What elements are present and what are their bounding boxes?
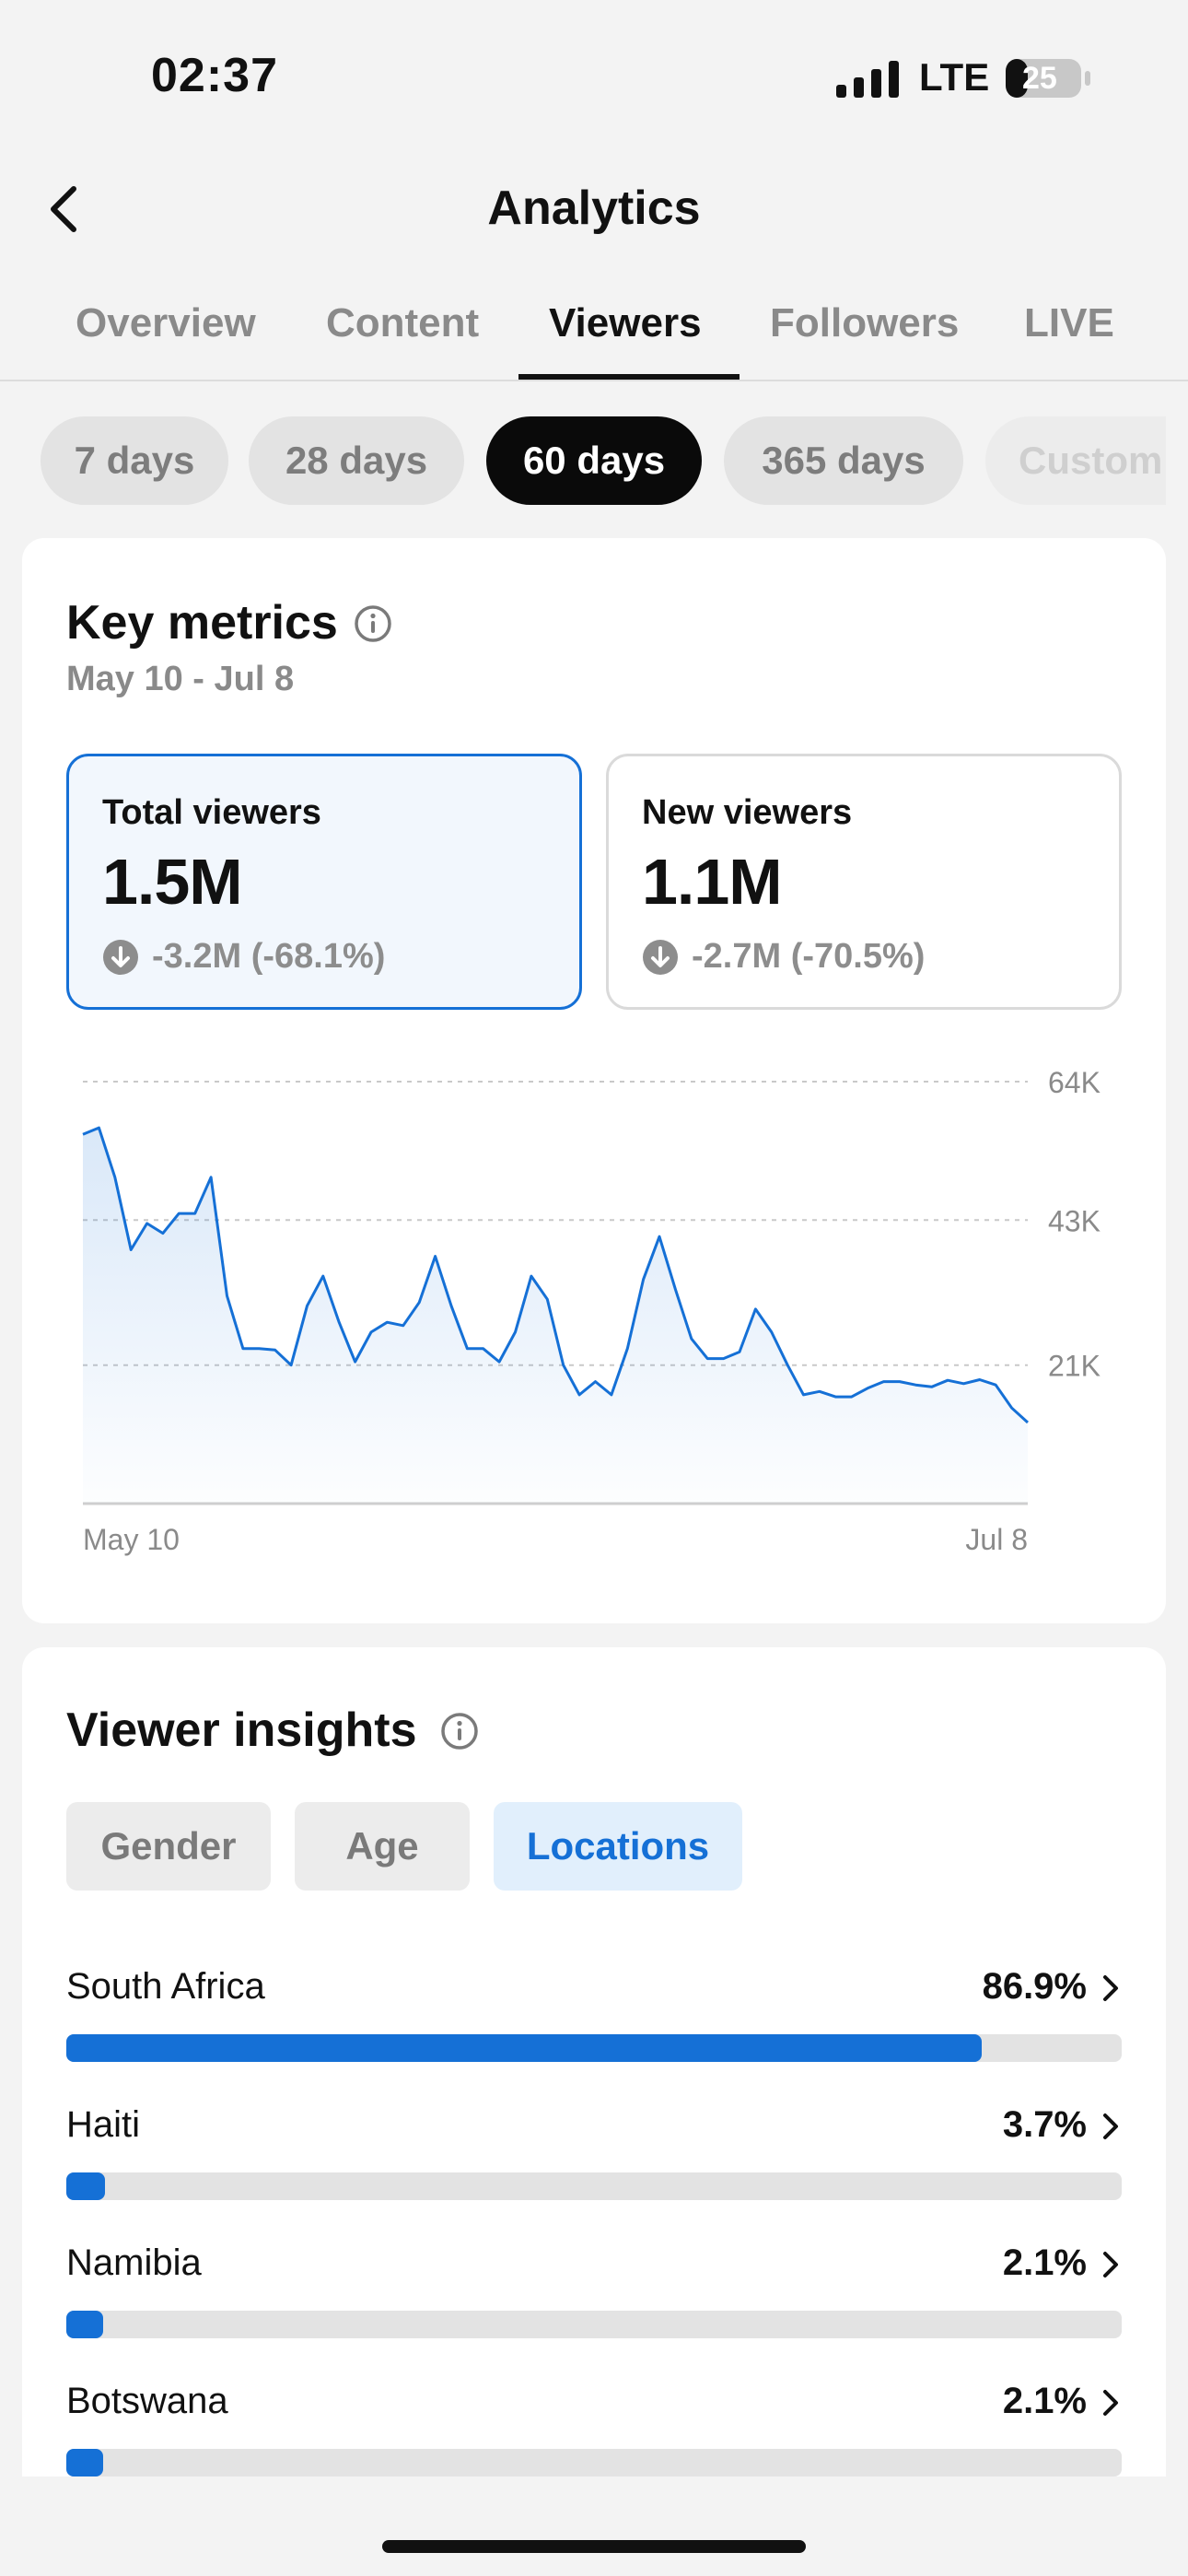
location-bar-fill (66, 2311, 103, 2338)
period-custom[interactable]: Custom (985, 416, 1166, 505)
y-tick-label: 21K (1048, 1350, 1101, 1383)
location-row[interactable]: Namibia 2.1% (66, 2242, 1122, 2362)
metric-value: 1.1M (642, 846, 783, 918)
y-tick-label: 64K (1048, 1066, 1101, 1099)
metric-change: -2.7M (-70.5%) (642, 937, 925, 977)
location-name: South Africa (66, 1966, 265, 2007)
location-bar-track (66, 2449, 1122, 2476)
battery-level: 25 (1022, 61, 1057, 96)
metric-change-text: -2.7M (-70.5%) (692, 937, 926, 976)
metric-value: 1.5M (102, 846, 243, 918)
arrow-down-circle-icon (643, 939, 678, 975)
page-title: Analytics (487, 181, 701, 235)
info-icon[interactable] (354, 604, 392, 643)
x-tick-label: May 10 (83, 1523, 180, 1556)
y-tick-label: 43K (1048, 1204, 1101, 1237)
key-metrics-card: Key metrics May 10 - Jul 8 Total viewers… (22, 538, 1166, 1623)
chart-area-fill (83, 1128, 1028, 1504)
battery-icon: 25 (1004, 57, 1092, 100)
location-row[interactable]: Botswana 2.1% (66, 2381, 1122, 2500)
metric-change-text: -3.2M (-68.1%) (152, 937, 386, 976)
total-viewers-card[interactable]: Total viewers 1.5M -3.2M (-68.1%) (66, 754, 582, 1010)
network-type: LTE (919, 55, 990, 99)
location-percent: 2.1% (1002, 2381, 1087, 2421)
chevron-right-icon (1103, 2113, 1118, 2139)
tab-content[interactable]: Content (326, 300, 480, 345)
location-row[interactable]: South Africa 86.9% (66, 1966, 1122, 2086)
location-bar-track (66, 2034, 1122, 2062)
new-viewers-card[interactable]: New viewers 1.1M -2.7M (-70.5%) (606, 754, 1122, 1010)
location-percent: 3.7% (1002, 2104, 1087, 2145)
location-bar-fill (66, 2034, 982, 2062)
metric-change: -3.2M (-68.1%) (102, 937, 385, 977)
location-name: Haiti (66, 2104, 141, 2145)
insight-tab-gender[interactable]: Gender (66, 1802, 271, 1891)
tab-live[interactable]: LIVE (1024, 300, 1114, 345)
x-tick-label: Jul 8 (965, 1523, 1028, 1556)
chevron-right-icon (1103, 2252, 1118, 2277)
viewer-insights-card: Viewer insights Gender Age Locations Sou… (22, 1647, 1166, 2476)
period-60-days[interactable]: 60 days (486, 416, 702, 505)
tab-indicator (518, 374, 740, 380)
location-bar-track (66, 2172, 1122, 2200)
tab-viewers[interactable]: Viewers (549, 300, 702, 345)
location-bar-fill (66, 2172, 106, 2200)
insight-tab-age[interactable]: Age (295, 1802, 470, 1891)
metric-label: Total viewers (102, 793, 321, 832)
insight-tab-locations[interactable]: Locations (494, 1802, 742, 1891)
location-name: Botswana (66, 2381, 228, 2421)
period-365-days[interactable]: 365 days (724, 416, 963, 505)
chevron-left-icon (51, 186, 76, 232)
signal-icon (836, 61, 899, 98)
chevron-right-icon (1103, 2390, 1118, 2416)
viewers-chart: 21K 43K 64K May 10 Jul 8 (82, 1066, 1101, 1556)
home-indicator (382, 2540, 806, 2553)
chevron-right-icon (1103, 1975, 1118, 2001)
viewer-insights-title: Viewer insights (66, 1704, 417, 1757)
location-percent: 2.1% (1002, 2242, 1087, 2283)
status-time: 02:37 (151, 49, 278, 102)
tab-overview[interactable]: Overview (76, 300, 256, 345)
back-button[interactable] (37, 180, 96, 239)
tab-followers[interactable]: Followers (770, 300, 960, 345)
arrow-down-circle-icon (103, 939, 138, 975)
location-percent: 86.9% (982, 1966, 1087, 2007)
period-7-days[interactable]: 7 days (41, 416, 228, 505)
analytics-tabs: Overview Content Viewers Followers LIVE (0, 297, 1188, 381)
info-icon[interactable] (440, 1712, 479, 1751)
date-range: May 10 - Jul 8 (66, 660, 295, 698)
location-bar-fill (66, 2449, 103, 2476)
chart-series-line (82, 1126, 1030, 1424)
period-28-days[interactable]: 28 days (249, 416, 464, 505)
location-row[interactable]: Haiti 3.7% (66, 2104, 1122, 2224)
key-metrics-title: Key metrics (66, 596, 338, 650)
location-bar-track (66, 2311, 1122, 2338)
metric-label: New viewers (642, 793, 853, 832)
location-name: Namibia (66, 2242, 202, 2283)
